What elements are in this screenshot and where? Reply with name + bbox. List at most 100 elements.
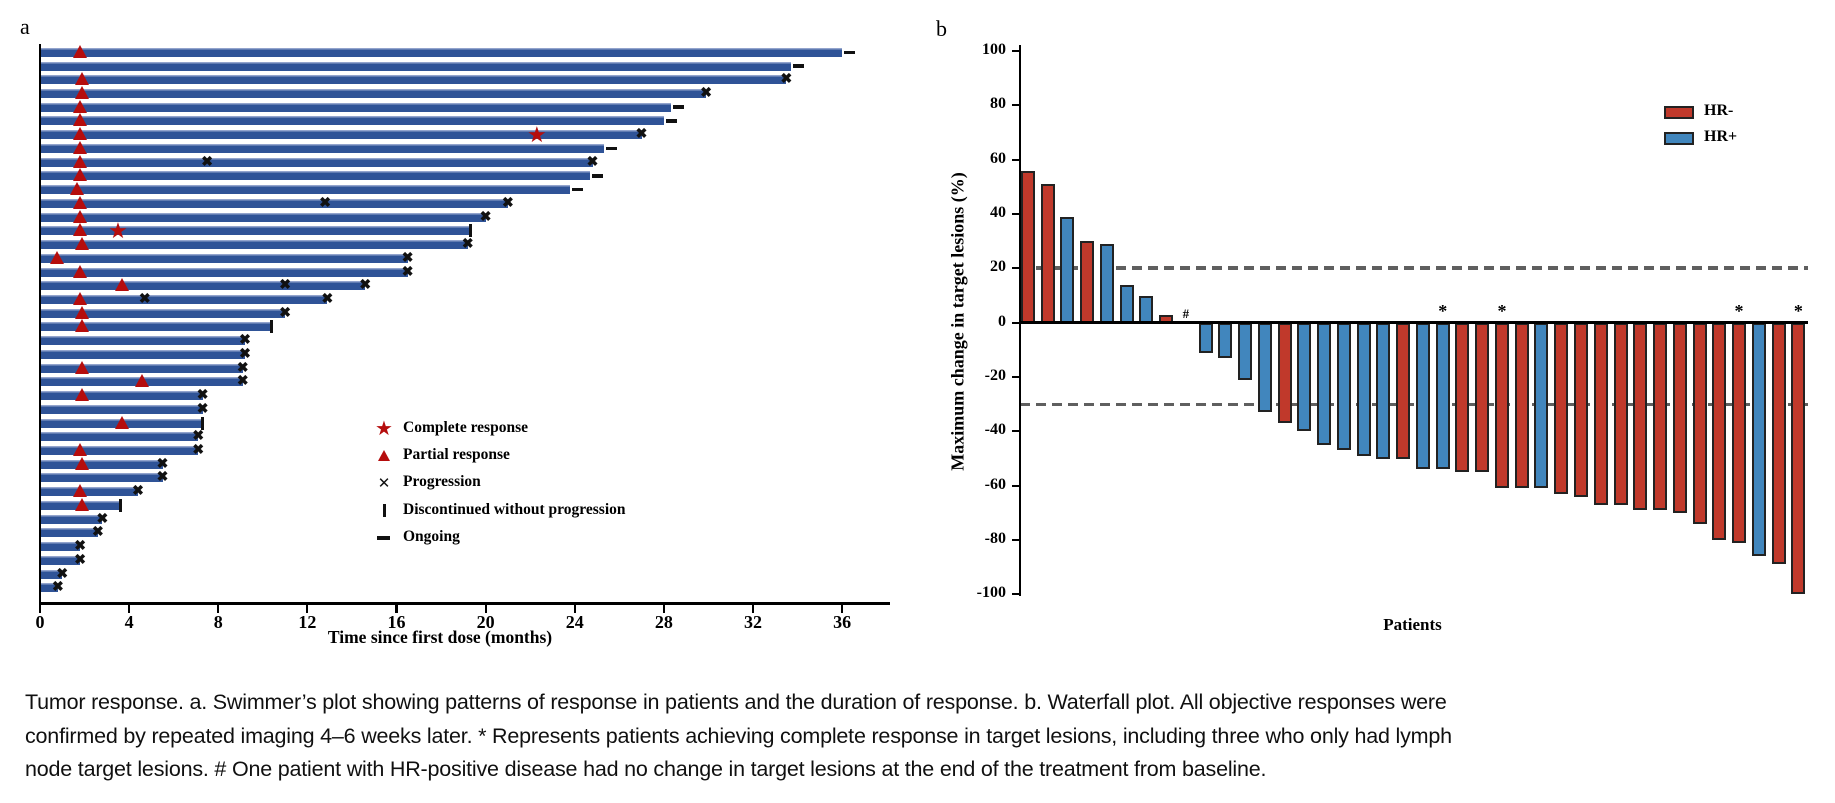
waterfall-zero-line [1018,321,1808,324]
progression-marker: ✖ [359,278,372,294]
swimmer-bar [40,322,272,332]
waterfall-bar [1554,322,1569,494]
swimmer-bar [40,157,593,167]
discontinued-marker [468,224,472,238]
waterfall-y-tick [1011,538,1019,542]
waterfall-bar [1218,322,1233,358]
progression-marker: ✖ [239,333,251,349]
swimmer-bar [40,253,408,263]
no-change-hash-annotation: # [1182,305,1190,321]
waterfall-bar [1534,322,1549,489]
waterfall-bar [1712,322,1727,540]
swimmer-bar [40,569,63,579]
swimmer-bar [40,61,791,71]
waterfall-legend-swatch [1664,106,1694,119]
waterfall-bar [1573,322,1588,497]
swimmer-legend-label: Partial response [403,445,510,463]
swimmer-bar [40,281,366,291]
complete-response-marker: ★ [526,121,547,147]
ongoing-marker [665,119,677,123]
waterfall-y-tick [1011,104,1019,107]
ongoing-marker [844,50,856,55]
swimmer-bar [40,528,98,538]
caption-line-2: confirmed by repeated imaging 4–6 weeks … [25,723,1452,748]
swimmer-bar [40,555,81,565]
progression-marker: ✖ [401,264,414,280]
complete-response-asterisk: * [1793,300,1803,321]
progression-marker: ✖ [51,580,64,596]
progression-marker: ✖ [479,209,492,225]
partial-response-marker [72,484,87,498]
swimmer-x-tick-label: 0 [35,612,45,632]
progression-marker: ✖ [635,127,648,143]
discontinued-marker [201,416,205,430]
partial-response-marker [72,44,87,58]
waterfall-x-axis-title: Patients [1383,615,1442,634]
progression-marker: ✖ [74,552,86,568]
figure-caption: Tumor response. a. Swimmer’s plot showin… [25,686,1452,787]
swimmer-bar [40,391,203,401]
swimmer-x-axis-line [38,602,890,605]
waterfall-bar [1198,322,1213,353]
waterfall-bar [1020,170,1035,323]
waterfall-bar [1692,322,1707,524]
swimmer-bar [40,47,843,57]
partial-response-marker [72,291,87,305]
swimmer-bar [40,308,286,318]
swimmer-x-tick [217,604,220,613]
swimmer-legend-label: Discontinued without progression [403,500,626,518]
swimmer-bar [40,336,245,346]
complete-response-asterisk: * [1438,300,1448,321]
partial-response-marker [74,319,89,333]
waterfall-bar [1336,322,1351,451]
partial-response-marker [72,140,87,154]
waterfall-y-tick-label: 100 [982,41,1006,59]
progression-marker: ✖ [236,360,249,376]
waterfall-bar [1791,322,1806,595]
partial-response-marker [114,415,129,429]
partial-response-marker [72,195,87,209]
waterfall-bar [1317,322,1332,445]
progression-marker: ✖ [196,401,209,417]
waterfall-y-tick [1011,321,1019,324]
swimmer-x-tick [662,604,665,613]
waterfall-bar [1771,322,1786,565]
swimmer-x-tick-label: 12 [298,612,317,632]
swimmer-x-tick-label: 36 [833,612,852,632]
swimmer-x-tick [128,604,131,613]
ongoing-marker [605,146,617,151]
swimmer-x-tick-label: 4 [124,612,134,632]
progression-marker: ✖ [321,291,334,307]
swimmer-x-tick-label: 16 [387,612,406,632]
swimmer-legend-label: Progression [403,473,481,491]
waterfall-y-tick-label: 20 [990,258,1006,276]
progression-marker: ✖ [96,511,109,527]
swimmer-x-tick-label: 28 [654,612,673,632]
waterfall-bar [1060,216,1075,323]
swimmer-bar [40,487,139,497]
progression-marker: ✖ [401,250,414,266]
reference-dashed-line [1020,266,1808,271]
progression-marker: ✖ [279,278,291,294]
swimmer-bar [40,446,199,456]
waterfall-y-tick [1011,49,1019,53]
partial-response-marker [74,497,89,511]
waterfall-y-tick [1011,158,1019,161]
swimmer-bar [40,240,468,250]
waterfall-bar [1376,322,1391,459]
waterfall-y-tick-label: 80 [990,95,1006,113]
reference-dashed-line [1020,402,1808,406]
partial-response-marker [72,168,87,182]
partial-response-marker [74,305,89,319]
panel-a-label: a [20,14,30,39]
swimmer-x-tick [751,604,755,613]
swimmer-bar [40,363,243,373]
waterfall-legend-swatch [1664,132,1694,145]
progression-marker: ✖ [74,539,86,555]
partial-response-marker [74,72,89,86]
progression-marker: ✖ [192,429,205,445]
ongoing-marker [792,64,804,68]
waterfall-y-tick [1011,430,1019,433]
partial-response-marker [72,264,87,278]
swimmer-y-axis-line [38,44,41,605]
